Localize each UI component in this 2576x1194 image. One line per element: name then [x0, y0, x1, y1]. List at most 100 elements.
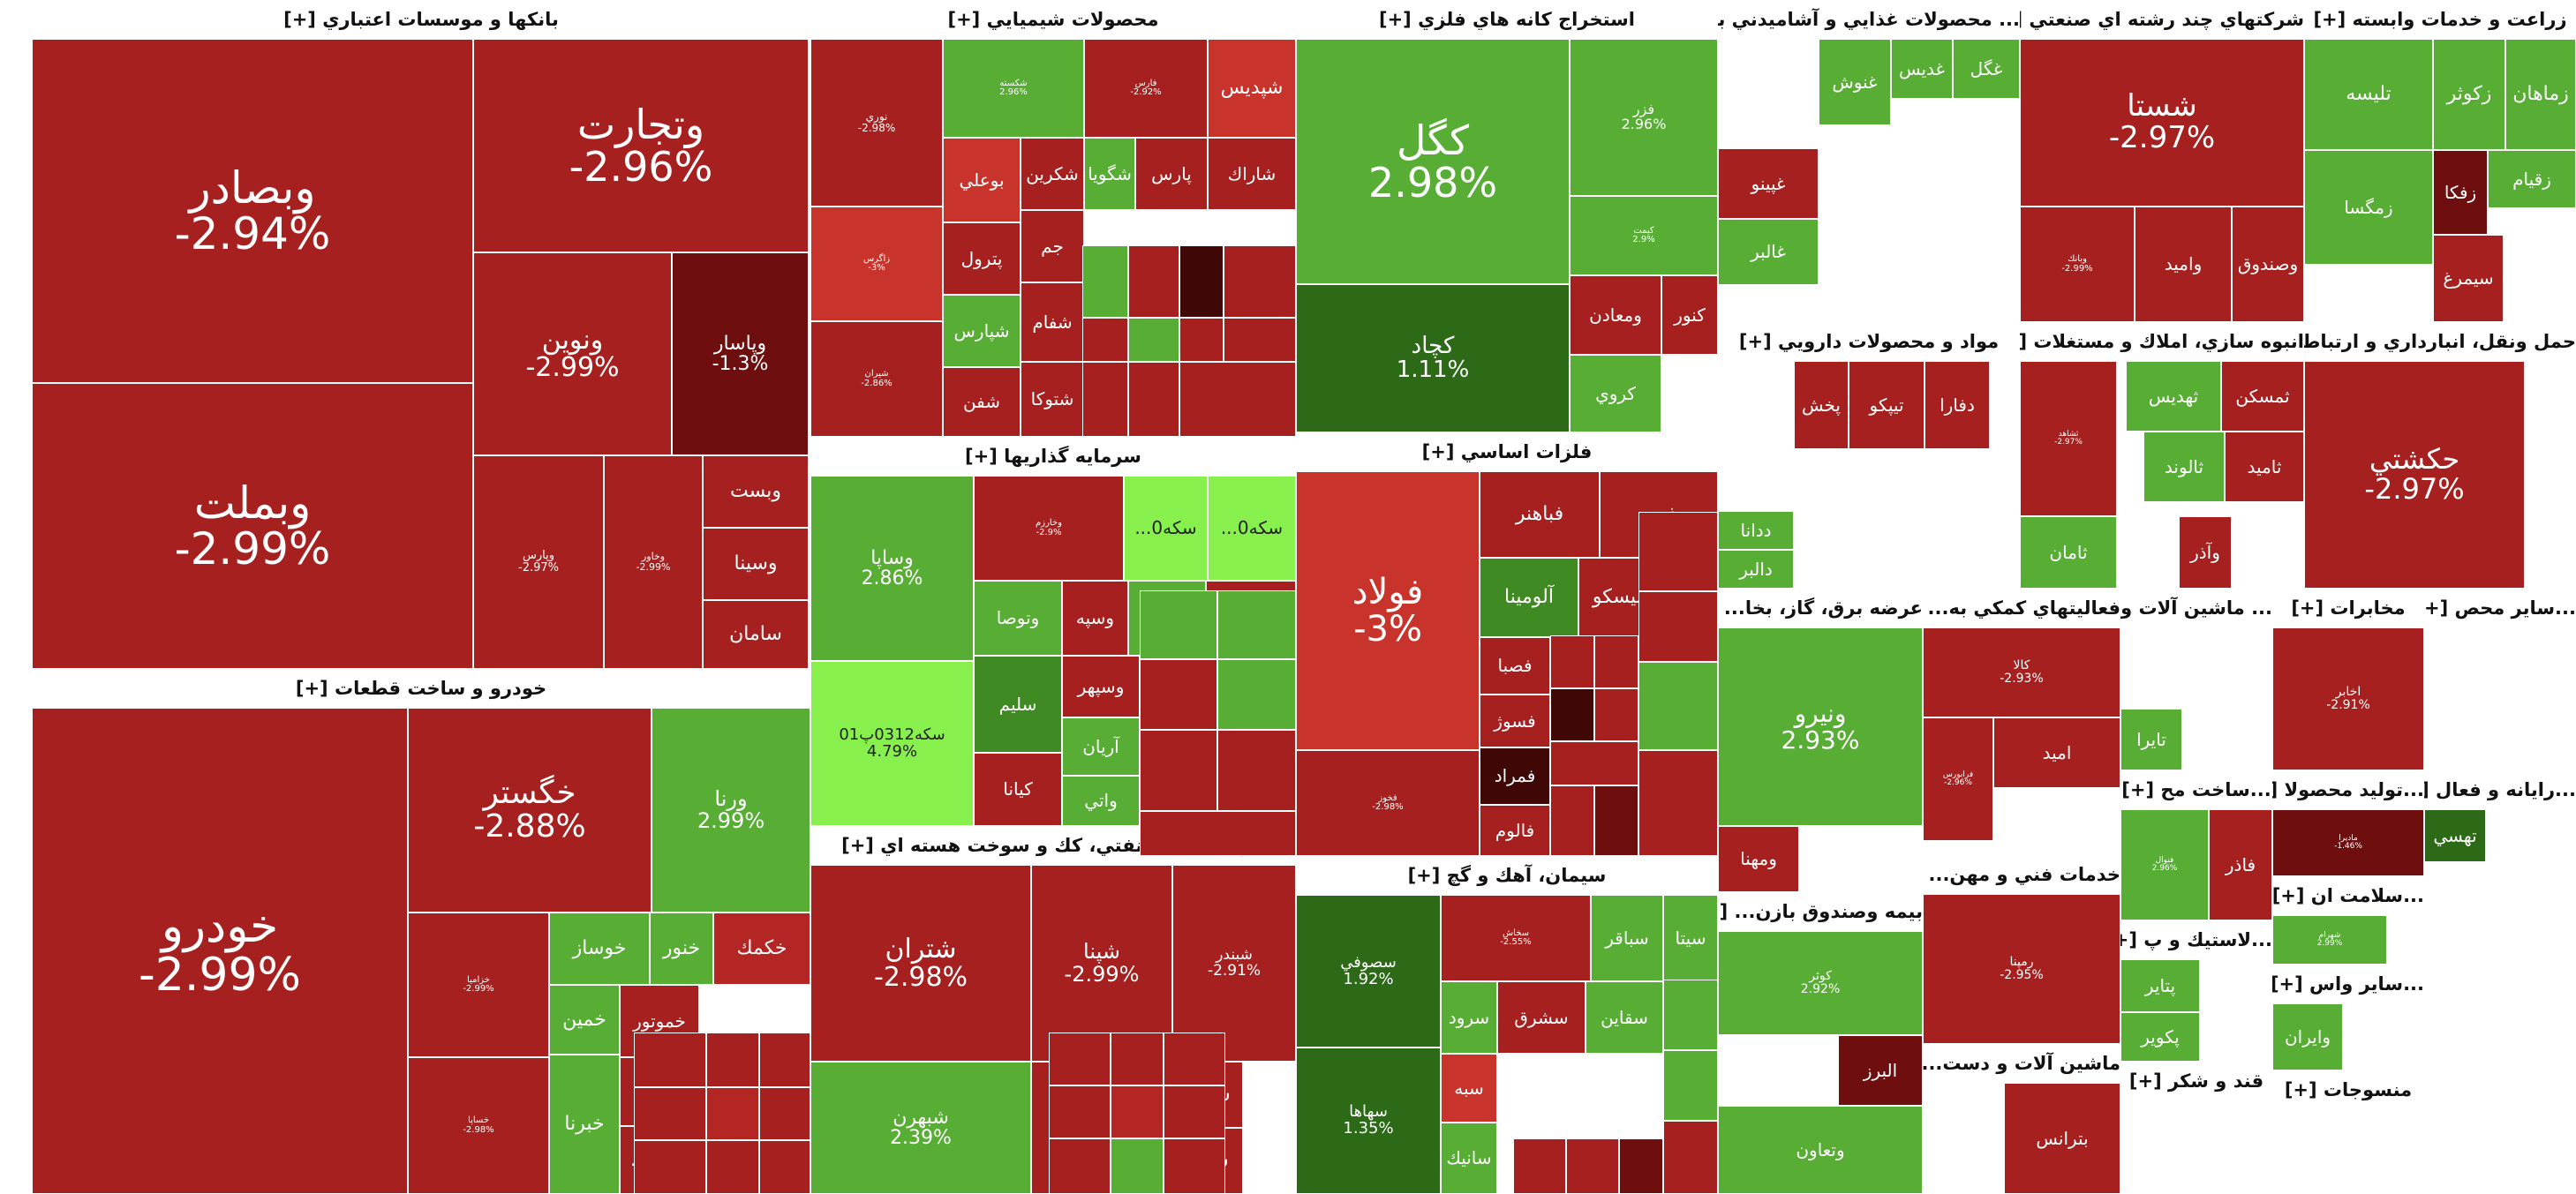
sector-title[interactable]: مخابرات [+] [2272, 589, 2424, 627]
stock-tile-small[interactable] [1550, 741, 1638, 785]
stock-tile[interactable]: ثالوند [2143, 432, 2225, 502]
sector-title[interactable]: منسوجات [+] [2272, 1070, 2424, 1109]
sector-21[interactable]: ماشين آلات و دست... [+] بترانس [1923, 1044, 2120, 1194]
stock-tile[interactable]: خگستر -2.88% [408, 708, 652, 912]
stock-tile[interactable]: فباهنر [1480, 471, 1600, 558]
stock-tile[interactable]: وخارزم -2.9% [974, 476, 1124, 581]
stock-tile[interactable]: تليسه [2304, 39, 2433, 150]
stock-tile[interactable]: شكسته 2.96% [943, 39, 1084, 138]
stock-tile-small[interactable] [1082, 318, 1128, 362]
stock-tile[interactable]: وخاور -2.99% [604, 455, 703, 669]
sector-title[interactable]: عرضه برق، گاز، بخا... [+] [1718, 589, 1923, 627]
sector-title[interactable]: ماشين آلات و دست... [+] [1923, 1044, 2120, 1083]
stock-tile[interactable]: فمراد [1480, 747, 1550, 805]
stock-tile-small[interactable] [1550, 785, 1594, 856]
sector-title[interactable]: ... ماشين آلات و [+] [2120, 589, 2272, 627]
stock-tile[interactable]: فزر 2.96% [1570, 39, 1718, 196]
stock-tile[interactable]: شگويا [1084, 138, 1135, 210]
stock-tile-small[interactable] [1594, 688, 1638, 741]
stock-tile-small[interactable] [1140, 730, 1217, 811]
stock-tile[interactable]: كگل 2.98% [1296, 39, 1570, 284]
sector-title[interactable]: سيمان، آهك و گچ [+] [1296, 856, 1718, 895]
sector-title[interactable]: ...ساير محص [+] [2424, 589, 2576, 627]
stock-tile[interactable]: زكوثر [2433, 39, 2505, 150]
stock-tile[interactable]: خساپا -2.98% [408, 1057, 549, 1194]
stock-tile[interactable]: خمين [549, 985, 620, 1055]
sector-title[interactable]: سرمايه گذاريها [+] [810, 437, 1296, 476]
stock-tile-small[interactable] [759, 1140, 810, 1194]
stock-tile[interactable]: شستا -2.97% [2020, 39, 2304, 207]
stock-tile[interactable]: ثشاهد -2.97% [2020, 361, 2117, 516]
stock-tile[interactable]: تايرا [2120, 709, 2182, 770]
sector-title[interactable]: ...رايانه و فعال [+] [2424, 770, 2576, 809]
stock-tile-small[interactable] [1128, 318, 1179, 362]
sector-17[interactable]: مخابرات [+] اخابر -2.91% [2272, 589, 2424, 770]
sector-title[interactable]: قند و شكر [+] [2120, 1062, 2272, 1100]
stock-tile[interactable]: سيتا [1663, 895, 1718, 981]
stock-tile[interactable]: ثمسكن [2221, 361, 2304, 432]
stock-tile[interactable]: زمگسا [2304, 150, 2433, 265]
sector-13[interactable]: حمل ونقل، انبارداري و ارتباطات [+]حكشتي-… [2304, 322, 2576, 589]
stock-tile[interactable]: اميد [1993, 717, 2120, 788]
sector-11[interactable]: مواد و محصولات دارويي [+] دفارا تيپكو پخش دا… [1718, 322, 2020, 589]
sector-title[interactable]: ...ساير واس [+] [2272, 965, 2424, 1003]
stock-tile[interactable]: نوري -2.98% [810, 39, 943, 207]
sector-25[interactable]: ...لاستيك و پ [+] پتاير پكوير [2120, 920, 2272, 1062]
stock-tile[interactable]: زماهان [2505, 39, 2576, 150]
stock-tile[interactable]: كيمت 2.9% [1570, 196, 1718, 275]
sector-title[interactable]: خودرو و ساخت قطعات [+] [32, 669, 810, 708]
stock-tile[interactable]: فسوژ [1480, 695, 1550, 747]
sector-title[interactable]: محصولات شيميايي [+] [810, 0, 1296, 39]
stock-tile-small[interactable] [1217, 590, 1296, 659]
sector-16[interactable]: ... ماشين آلات و [+] تايرا [2120, 589, 2272, 770]
stock-tile-small[interactable] [1638, 662, 1718, 750]
stock-tile-small[interactable] [1179, 245, 1224, 318]
stock-tile[interactable]: تيپكو [1849, 361, 1924, 449]
stock-tile[interactable]: سرود [1441, 981, 1497, 1054]
sector-7[interactable]: سيمان، آهك و گچ [+] سصوفي 1.92% سهاها 1.35% س… [1296, 856, 1718, 1194]
stock-tile-small[interactable] [706, 1033, 759, 1087]
stock-tile[interactable]: سبه [1441, 1054, 1497, 1123]
stock-tile[interactable]: شفام [1021, 282, 1084, 362]
stock-tile-small[interactable] [1594, 785, 1638, 856]
stock-tile[interactable]: شيران -2.86% [810, 321, 943, 437]
stock-tile[interactable]: دفارا [1924, 361, 1990, 449]
stock-tile[interactable]: شپديس [1208, 39, 1296, 138]
stock-tile[interactable]: رمپنا -2.95% [1923, 894, 2120, 1044]
stock-tile-small[interactable] [1140, 659, 1217, 730]
sector-29[interactable]: منسوجات [+] [2272, 1070, 2424, 1194]
sector-27[interactable]: ...ساير واس [+] وايران [2272, 965, 2424, 1070]
stock-tile-small[interactable] [1638, 512, 1718, 591]
sector-9[interactable]: شركتهاي چند رشته اي صنعتي [+] شستا -2.97% و… [2020, 0, 2304, 322]
sector-title[interactable]: شركتهاي چند رشته اي صنعتي [+] [2020, 0, 2304, 39]
stock-tile[interactable]: غالبر [1718, 219, 1819, 285]
stock-tile[interactable]: سانيك [1441, 1123, 1497, 1194]
stock-tile[interactable]: شهرام 2.99% [2272, 915, 2387, 965]
stock-tile[interactable]: سقاين [1586, 981, 1663, 1054]
sector-22[interactable]: ...ساخت مح [+] فاذر فنوال 2.96% [2120, 770, 2272, 920]
stock-tile[interactable]: وبست [703, 455, 809, 528]
stock-tile-small[interactable] [1224, 318, 1296, 362]
stock-tile[interactable]: خودرو -2.99% [32, 708, 408, 1194]
stock-tile[interactable]: كنور [1661, 275, 1718, 355]
stock-tile[interactable]: آريان [1062, 717, 1140, 776]
stock-tile-small[interactable] [1111, 1033, 1164, 1085]
stock-tile[interactable]: فالوم [1480, 805, 1550, 856]
stock-tile[interactable]: وايران [2272, 1003, 2343, 1070]
sector-title[interactable]: ...توليد محصولا [+] [2272, 770, 2424, 809]
stock-tile-small[interactable] [634, 1087, 706, 1140]
sector-12[interactable]: انبوه سازي، املاك و مستغلات [+] ثشاهد -2.9… [2020, 322, 2304, 589]
stock-tile[interactable]: فولاد -3% [1296, 471, 1480, 750]
sector-0[interactable]: بانکها و موسسات اعتباري [+] وبصادر -2.94% و… [32, 0, 810, 669]
stock-tile[interactable]: ونيرو 2.93% [1718, 627, 1923, 826]
stock-tile-small[interactable] [1179, 318, 1224, 362]
stock-tile[interactable]: ورنا 2.99% [652, 708, 810, 912]
stock-tile[interactable]: شپنا -2.99% [1031, 865, 1172, 1062]
stock-tile[interactable]: پترول [943, 222, 1021, 295]
sector-8[interactable]: ... محصولات غذايي و آشاميدني به [+] غگل غد… [1718, 0, 2020, 322]
sector-26[interactable]: ...سلامت ان [+] شهرام 2.99% [2272, 876, 2424, 965]
stock-tile[interactable]: ثهديس [2126, 361, 2221, 432]
stock-tile-small[interactable] [706, 1140, 759, 1194]
stock-tile-small[interactable] [1128, 362, 1179, 437]
sector-15[interactable]: فعاليتهاي كمكي به... [+]كالا-2.93%اميدفر… [1923, 589, 2120, 855]
